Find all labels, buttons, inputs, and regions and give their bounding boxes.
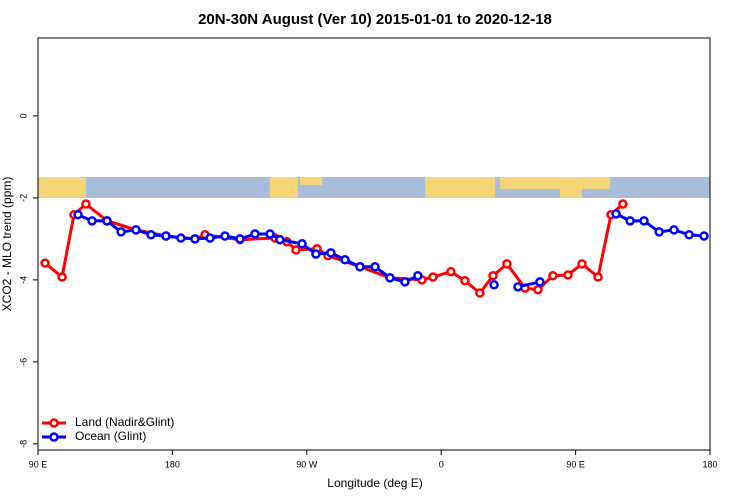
x-axis-label: Longitude (deg E)	[327, 476, 422, 490]
legend-label: Ocean (Glint)	[75, 429, 146, 443]
x-tick-label: 90 E	[29, 459, 48, 469]
data-point	[625, 216, 635, 226]
data-point	[265, 229, 275, 239]
data-point	[176, 233, 186, 243]
data-point	[654, 227, 664, 237]
x-tick-label: 90 E	[566, 459, 585, 469]
data-point	[446, 266, 456, 277]
y-tick-label: -8	[18, 440, 28, 448]
data-point	[548, 271, 558, 281]
data-point	[684, 230, 694, 240]
data-point	[489, 280, 499, 290]
data-point	[40, 258, 50, 268]
data-point	[400, 277, 410, 287]
data-point	[577, 259, 587, 269]
x-tick-label: 180	[702, 459, 717, 469]
data-point	[235, 234, 245, 244]
data-point	[428, 272, 438, 282]
data-point	[533, 284, 543, 295]
legend-label: Land (Nadir&Glint)	[75, 415, 174, 429]
data-point	[161, 231, 171, 241]
data-point	[502, 259, 512, 269]
data-point	[291, 245, 301, 255]
x-tick-label: 90 W	[296, 459, 318, 469]
data-point	[488, 271, 498, 281]
plot-frame	[37, 37, 711, 451]
y-tick-label: 0	[18, 113, 28, 118]
data-point	[87, 216, 97, 226]
data-point	[146, 230, 156, 240]
map-strip	[38, 177, 710, 198]
legend-marker	[49, 432, 59, 442]
x-tick-label: 0	[439, 459, 444, 469]
data-point	[669, 225, 679, 235]
data-point	[355, 262, 365, 272]
data-point	[102, 216, 112, 226]
y-tick-label: -6	[18, 358, 28, 366]
y-axis-label: XCO2 - MLO trend (ppm)	[0, 177, 14, 312]
data-point	[639, 216, 649, 226]
data-point	[370, 262, 380, 272]
data-point	[190, 234, 200, 244]
data-point	[275, 234, 285, 245]
data-point	[535, 277, 545, 287]
data-point	[611, 209, 621, 219]
data-point	[618, 199, 628, 209]
data-point	[385, 273, 395, 283]
y-tick-label: -4	[18, 276, 28, 284]
data-point	[563, 270, 573, 280]
data-point	[513, 282, 523, 292]
data-point	[205, 233, 215, 243]
legend-marker	[49, 418, 59, 428]
data-point	[131, 225, 141, 235]
data-point	[220, 231, 230, 241]
chart-title: 20N-30N August (Ver 10) 2015-01-01 to 20…	[198, 11, 552, 28]
data-point	[340, 255, 350, 265]
data-point	[57, 272, 67, 282]
y-tick-label: -2	[18, 194, 28, 202]
data-point	[475, 288, 485, 298]
data-point	[81, 199, 91, 209]
data-point	[297, 239, 307, 249]
data-point	[326, 248, 336, 258]
data-point	[311, 249, 321, 259]
data-point	[73, 209, 83, 220]
x-tick-label: 180	[165, 459, 180, 469]
data-point	[593, 272, 603, 282]
data-point	[413, 271, 423, 281]
data-point	[116, 227, 126, 237]
data-point	[250, 229, 260, 239]
data-point	[699, 231, 709, 241]
data-point	[460, 275, 470, 286]
